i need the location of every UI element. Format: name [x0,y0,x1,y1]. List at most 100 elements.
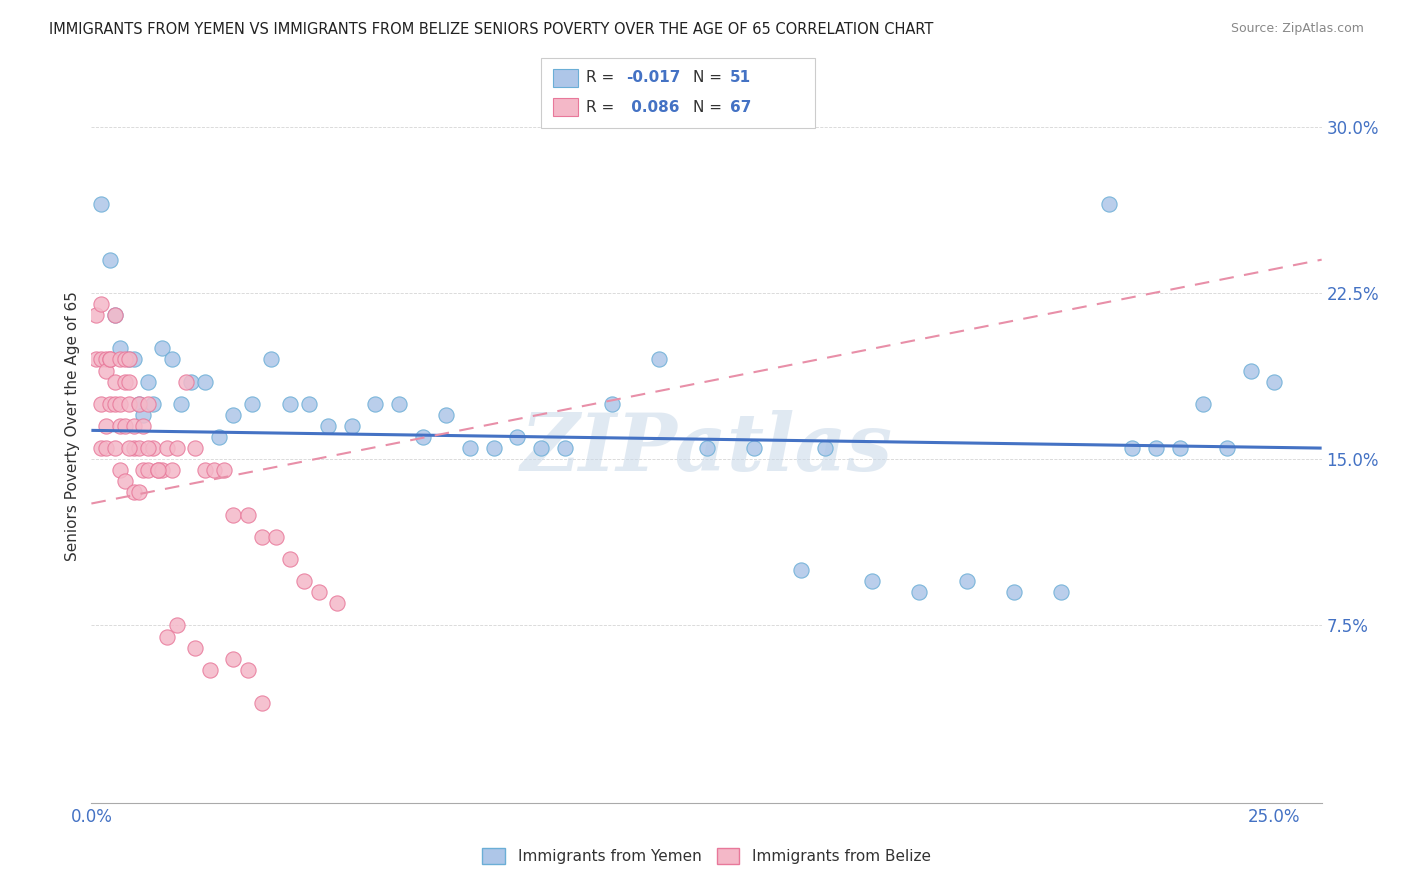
Point [98,252,121,267]
Point [94,352,117,367]
Point [104,441,127,455]
Point [264,530,287,544]
Point [122,352,145,367]
Point [530,441,553,455]
Point [142,397,165,411]
Point [146,463,169,477]
Point [174,375,197,389]
Point [118,352,141,367]
Point [104,308,127,322]
Point [108,397,131,411]
Point [600,397,623,411]
Point [326,596,349,610]
Point [212,463,235,477]
Point [202,463,225,477]
Point [956,574,979,588]
Point [388,397,411,411]
Point [1240,363,1263,377]
Point [860,574,883,588]
Point [122,419,145,434]
Point [482,441,505,455]
Text: R =: R = [586,100,620,114]
Point [128,397,150,411]
Point [90,352,112,367]
Point [118,375,141,389]
Point [94,363,117,377]
Point [136,463,159,477]
Point [160,352,183,367]
Point [90,297,112,311]
Point [150,342,173,356]
Point [364,397,387,411]
Point [98,352,121,367]
Point [222,408,245,422]
Text: IMMIGRANTS FROM YEMEN VS IMMIGRANTS FROM BELIZE SENIORS POVERTY OVER THE AGE OF : IMMIGRANTS FROM YEMEN VS IMMIGRANTS FROM… [49,22,934,37]
Point [118,352,141,367]
Point [814,441,837,455]
Point [742,441,765,455]
Text: Source: ZipAtlas.com: Source: ZipAtlas.com [1230,22,1364,36]
Text: N =: N = [693,100,727,114]
Point [198,663,221,677]
Point [108,463,131,477]
Point [84,308,107,322]
Point [790,563,813,577]
Point [98,352,121,367]
Point [156,630,179,644]
Point [1050,585,1073,599]
Point [1121,441,1143,455]
Point [236,663,259,677]
Point [136,397,159,411]
Point [90,397,112,411]
Text: 51: 51 [730,70,751,85]
Point [128,485,150,500]
Point [222,508,245,522]
Point [1168,441,1191,455]
Point [108,419,131,434]
Point [340,419,363,434]
Point [180,375,202,389]
Point [1144,441,1167,455]
Point [122,485,145,500]
Point [506,430,529,444]
Text: 67: 67 [730,100,751,114]
Text: ZIPatlas: ZIPatlas [520,409,893,487]
Point [184,441,207,455]
Point [240,397,263,411]
Point [108,342,131,356]
Point [104,308,127,322]
Point [132,463,155,477]
Point [114,475,136,489]
Point [90,197,112,211]
Point [84,352,107,367]
Point [250,696,273,710]
Point [166,441,188,455]
Point [458,441,481,455]
Point [292,574,315,588]
Text: -0.017: -0.017 [626,70,681,85]
Point [94,419,117,434]
Point [114,352,136,367]
Text: R =: R = [586,70,620,85]
Point [412,430,434,444]
Point [98,397,121,411]
Point [136,375,159,389]
Point [104,375,127,389]
Text: N =: N = [693,70,727,85]
Point [1098,197,1121,211]
Point [1192,397,1215,411]
Point [128,441,150,455]
Point [1002,585,1025,599]
Point [250,530,273,544]
Point [142,441,165,455]
Point [90,441,112,455]
Point [554,441,576,455]
Legend: Immigrants from Yemen, Immigrants from Belize: Immigrants from Yemen, Immigrants from B… [477,842,936,871]
Point [908,585,931,599]
Point [146,463,169,477]
Point [132,419,155,434]
Point [1263,375,1285,389]
Point [222,651,245,665]
Point [194,375,217,389]
Point [278,552,301,566]
